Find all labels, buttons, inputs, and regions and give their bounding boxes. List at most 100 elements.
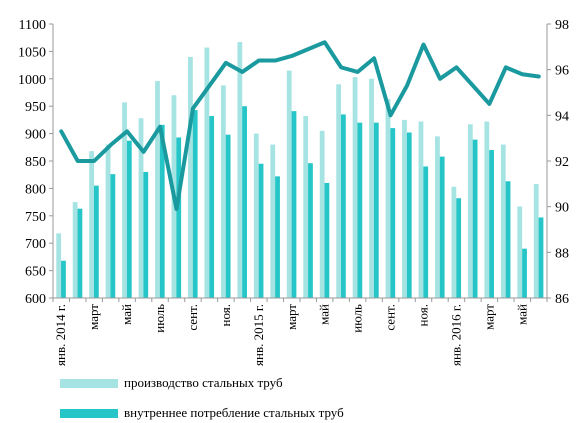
- left-tick-label-950: 950: [25, 100, 46, 115]
- bar-consumption-1: [77, 208, 83, 298]
- right-tick-label-90: 90: [555, 201, 569, 216]
- x-tick-label-0: янв. 2014 г.: [53, 304, 68, 366]
- bar-consumption-10: [225, 134, 231, 298]
- bar-production-22: [418, 121, 424, 298]
- x-tick-label-22: ноя.: [416, 304, 431, 326]
- axes-layer: 600 650 700 750 800 850 900 950 1000 1050 1100 86 88…: [18, 18, 569, 366]
- right-tick-label-96: 96: [555, 64, 569, 79]
- x-tick-label-10: ноя.: [218, 304, 233, 326]
- bar-consumption-21: [406, 132, 412, 298]
- x-tick-label-16: май: [317, 304, 332, 325]
- right-tick-label-94: 94: [555, 109, 569, 124]
- right-tick-label-98: 98: [555, 18, 569, 33]
- left-tick-label-900: 900: [25, 128, 46, 143]
- bar-consumption-3: [110, 174, 116, 298]
- x-tick-label-8: сент.: [185, 304, 200, 331]
- bar-consumption-17: [341, 114, 346, 298]
- left-tick-label-1100: 1100: [19, 18, 46, 33]
- bar-consumption-28: [522, 248, 527, 298]
- bar-consumption-13: [275, 176, 280, 298]
- bar-consumption-29: [538, 217, 544, 298]
- bar-consumption-25: [472, 139, 478, 298]
- bar-production-16: [319, 130, 325, 298]
- bar-production-1: [72, 202, 78, 298]
- bar-consumption-23: [439, 156, 445, 298]
- bar-production-8: [188, 56, 193, 298]
- x-tick-label-14: март: [284, 304, 299, 330]
- bar-production-20: [385, 99, 391, 298]
- x-tick-label-2: март: [86, 304, 101, 330]
- bar-production-4: [122, 102, 127, 298]
- bar-production-26: [484, 121, 490, 298]
- x-tick-label-18: июль: [350, 304, 365, 333]
- bar-consumption-11: [242, 106, 247, 298]
- legend-item-consumption: внутреннее потребление стальных труб: [60, 405, 344, 421]
- bar-production-15: [303, 116, 309, 298]
- bar-consumption-7: [176, 137, 182, 298]
- legend-swatch-consumption: [60, 408, 118, 418]
- bar-production-14: [286, 70, 292, 298]
- bar-consumption-9: [209, 116, 215, 298]
- bar-consumption-12: [258, 163, 264, 298]
- bar-consumption-2: [94, 185, 99, 298]
- x-tick-label-4: май: [119, 304, 134, 325]
- bar-production-13: [270, 144, 276, 298]
- line-layer: [59, 40, 541, 211]
- bar-consumption-16: [324, 182, 330, 298]
- left-tick-label-750: 750: [25, 210, 46, 225]
- bar-consumption-5: [143, 171, 149, 298]
- right-tick-label-92: 92: [555, 155, 569, 170]
- x-tick-label-6: июль: [152, 304, 167, 333]
- x-tick-label-24: янв. 2016 г.: [448, 304, 463, 366]
- bar-production-0: [56, 233, 62, 298]
- bar-consumption-4: [126, 140, 132, 298]
- right-tick-label-86: 86: [555, 292, 569, 307]
- left-tick-label-1050: 1050: [18, 45, 46, 60]
- bar-consumption-6: [159, 124, 165, 298]
- legend-label-consumption: внутреннее потребление стальных труб: [124, 405, 344, 420]
- bar-production-12: [253, 133, 259, 298]
- left-tick-label-850: 850: [25, 155, 46, 170]
- bar-consumption-22: [423, 166, 429, 298]
- bar-production-29: [533, 184, 539, 298]
- left-tick-label-700: 700: [25, 237, 46, 252]
- bar-production-2: [89, 151, 95, 298]
- bar-consumption-19: [373, 122, 379, 298]
- bar-consumption-0: [61, 260, 66, 298]
- bar-production-28: [517, 206, 523, 298]
- legend-label-production: производство стальных труб: [124, 375, 283, 390]
- bar-production-23: [435, 136, 440, 298]
- bar-production-5: [138, 118, 144, 298]
- line-series: [59, 40, 541, 211]
- bar-production-6: [155, 80, 160, 299]
- bar-production-10: [220, 85, 226, 298]
- bar-production-11: [237, 42, 243, 298]
- left-tick-label-650: 650: [25, 265, 46, 280]
- x-tick-label-26: март: [481, 304, 496, 330]
- bar-consumption-27: [505, 181, 511, 298]
- bars-layer: [56, 42, 544, 299]
- bar-production-21: [402, 119, 407, 299]
- bar-production-24: [451, 186, 457, 298]
- right-tick-label-88: 88: [555, 246, 569, 261]
- x-tick-label-28: май: [514, 304, 529, 325]
- legend-item-production: производство стальных труб: [60, 375, 283, 391]
- bar-consumption-8: [192, 110, 198, 298]
- bar-production-18: [352, 77, 358, 298]
- bar-production-17: [336, 84, 342, 298]
- bar-consumption-14: [291, 111, 297, 298]
- bar-consumption-18: [357, 122, 363, 298]
- bar-consumption-20: [390, 128, 396, 298]
- bar-production-27: [500, 144, 506, 298]
- bar-production-25: [467, 124, 473, 298]
- bar-production-19: [369, 78, 374, 298]
- left-tick-label-600: 600: [25, 292, 46, 307]
- bar-production-3: [105, 144, 111, 298]
- x-tick-label-20: сент.: [383, 304, 398, 331]
- bar-consumption-26: [489, 150, 494, 298]
- bar-consumption-15: [308, 163, 313, 298]
- left-tick-label-1000: 1000: [18, 73, 46, 88]
- x-tick-label-12: янв. 2015 г.: [251, 304, 266, 366]
- left-tick-label-800: 800: [25, 182, 46, 197]
